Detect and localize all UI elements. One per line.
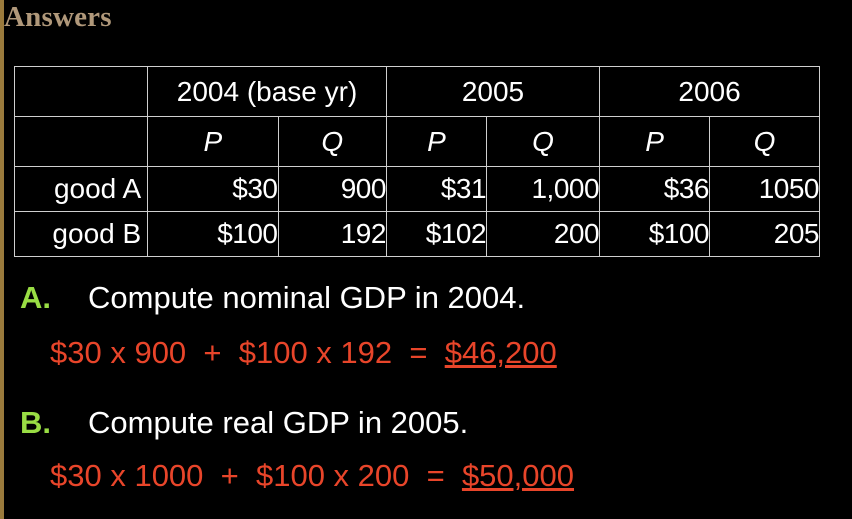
answer-a-result: $46,200 [444,335,557,370]
question-b-letter: B. [20,405,51,440]
cell-good-a-price-2006: $36 [599,166,710,212]
answer-b-expression: $30 x 1000 + $100 x 200 = [50,458,462,493]
gdp-data-table: 2004 (base yr) 2005 2006 P Q P Q P Q goo… [13,66,820,257]
cell-good-a-quantity-2004: 900 [277,166,387,212]
table-row-good-b: good B $100 192 $102 200 $100 205 [13,211,820,257]
table-subheader-row: P Q P Q P Q [13,116,820,167]
year-header-2004: 2004 (base yr) [147,66,387,117]
subheader-quantity-2004: Q [277,116,387,167]
cell-good-a-quantity-2005: 1,000 [486,166,601,212]
subheader-price-2006: P [599,116,710,167]
cell-good-a-price-2005: $31 [385,166,488,212]
question-a-letter: A. [20,280,51,315]
answer-a-expression: $30 x 900 + $100 x 192 = [50,335,445,370]
subheader-price-2005: P [385,116,488,167]
cell-good-a-price-2004: $30 [147,166,279,212]
slide-title: Answers [4,1,112,33]
cell-good-b-price-2006: $100 [599,211,710,257]
cell-good-b-price-2005: $102 [385,211,488,257]
year-header-2006: 2006 [599,66,820,117]
row-label-good-b: good B [13,211,149,257]
question-b: B. Compute real GDP in 2005. [20,405,468,441]
table-corner-cell [13,66,149,117]
answer-b: $30 x 1000 + $100 x 200 = $50,000 [50,458,574,494]
answer-a: $30 x 900 + $100 x 192 = $46,200 [50,335,557,371]
cell-good-b-quantity-2004: 192 [277,211,387,257]
subheader-price-2004: P [147,116,279,167]
cell-good-b-quantity-2006: 205 [709,211,820,257]
question-a: A. Compute nominal GDP in 2004. [20,280,525,316]
question-a-text: Compute nominal GDP in 2004. [88,280,526,315]
year-header-2005: 2005 [385,66,601,117]
cell-good-b-price-2004: $100 [147,211,279,257]
slide-left-rule [0,0,4,519]
table-subheader-empty-cell [13,116,149,167]
question-b-text: Compute real GDP in 2005. [88,405,469,440]
table-row-good-a: good A $30 900 $31 1,000 $36 1050 [13,166,820,212]
cell-good-a-quantity-2006: 1050 [709,166,820,212]
cell-good-b-quantity-2005: 200 [486,211,601,257]
answer-b-result: $50,000 [461,458,574,493]
row-label-good-a: good A [13,166,149,212]
subheader-quantity-2005: Q [486,116,601,167]
table-header-row: 2004 (base yr) 2005 2006 [13,66,820,117]
subheader-quantity-2006: Q [709,116,820,167]
